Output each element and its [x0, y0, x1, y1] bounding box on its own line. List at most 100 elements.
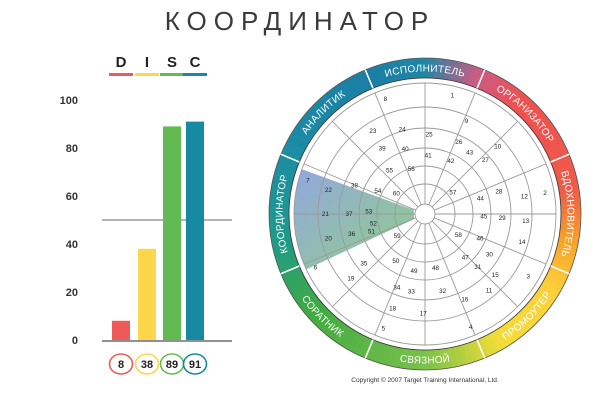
value-label-s: 89 [166, 359, 178, 371]
ring-slice [418, 349, 425, 370]
wheel-number: 22 [325, 187, 333, 194]
ring-slice [429, 349, 436, 370]
ring-slice [376, 343, 388, 364]
ring-slice [457, 62, 469, 84]
ring-slice [540, 131, 561, 147]
ring-slice [466, 341, 479, 363]
ring-slice [366, 67, 380, 88]
highlight-wedge [294, 169, 415, 270]
segment-label: КООРДИНАТОР [274, 174, 290, 255]
ring-slice [276, 255, 298, 268]
ring-slice [278, 259, 299, 273]
ring-slice [295, 121, 316, 138]
ring-slice [365, 339, 379, 361]
ring-slice [269, 222, 290, 231]
ring-slice [501, 84, 518, 105]
ring-slice [439, 58, 448, 80]
wheel-number: 37 [346, 211, 354, 218]
wheel-number: 43 [466, 150, 474, 157]
ring-slice [547, 145, 568, 160]
ring-slice [471, 67, 485, 89]
grid-spoke [428, 223, 476, 336]
ring-slice [504, 321, 522, 341]
wheel-number: 1 [451, 92, 455, 99]
value-badge-i [134, 353, 160, 375]
wheel-number: 56 [408, 166, 416, 173]
ring-slice [424, 349, 431, 370]
wheel-number: 59 [394, 233, 402, 240]
ring-slice [289, 130, 311, 146]
ring-slice [298, 117, 319, 135]
wheel-grid [280, 69, 570, 359]
ring-slice [558, 232, 580, 242]
ring-slice [447, 347, 458, 368]
value-badge-d [108, 353, 134, 375]
wheel-number: 5 [382, 326, 386, 333]
ring-slice [534, 290, 555, 307]
wheel-number: 20 [325, 235, 333, 242]
ring-slice [324, 90, 342, 110]
ring-slice [470, 340, 484, 361]
wheel-number: 26 [455, 139, 463, 146]
wheel-number: 9 [465, 118, 469, 125]
ring-slice [270, 186, 292, 196]
ring-slice [518, 308, 538, 327]
ring-slice [462, 64, 474, 85]
ring-slice [309, 105, 328, 123]
ring-slice [522, 105, 542, 124]
ring-slice [443, 59, 453, 81]
ring-slice [526, 109, 546, 128]
ring-slice [522, 305, 541, 323]
wheel-number: 21 [322, 211, 330, 218]
wheel-number: 53 [365, 208, 373, 215]
ring-divider [364, 339, 374, 359]
ring-slice [504, 87, 522, 108]
ring-slice [376, 63, 389, 85]
wheel-number: 39 [379, 145, 387, 152]
ring-slice [408, 58, 417, 79]
value-label-d: 8 [118, 359, 124, 371]
wheel-number: 57 [449, 189, 457, 196]
copyright-text: Copyright © 2007 Target Training Interna… [351, 376, 499, 384]
disc-header-c: C [190, 54, 201, 71]
wheel-outer-border [268, 57, 582, 371]
ring-slice [525, 301, 545, 319]
wheel-number: 15 [492, 272, 500, 279]
ring-slice [528, 297, 548, 315]
wheel-number: 42 [447, 158, 455, 165]
ring-slice [274, 250, 296, 263]
ring-slice [278, 154, 300, 168]
ring-slice [320, 314, 338, 334]
ring-slice [342, 78, 358, 99]
ring-slice [282, 144, 304, 159]
ring-slice [347, 75, 362, 97]
ring-slice [312, 101, 332, 120]
ring-slice [371, 65, 384, 87]
grid-spoke [431, 121, 518, 208]
value-label-i: 38 [141, 359, 153, 371]
ring-slice [515, 311, 534, 331]
ring-slice [337, 81, 354, 102]
ring-slice [269, 191, 291, 200]
wheel-number: 55 [386, 167, 394, 174]
wheel-number: 7 [306, 178, 310, 185]
ring-slice [537, 126, 558, 143]
segment-label: ИСПОЛНИТЕЛЬ [384, 63, 467, 79]
wheel-number: 17 [420, 311, 428, 318]
ring-slice [271, 236, 292, 247]
ring-slice [381, 344, 393, 366]
ring-slice [492, 329, 508, 350]
ring-slice [560, 208, 581, 215]
page-title: КООРДИНАТОР [164, 6, 436, 36]
ring-slice [554, 165, 576, 178]
ring-slice [328, 87, 346, 107]
wheel-number: 18 [389, 305, 397, 312]
wheel-number: 24 [399, 126, 407, 133]
ring-slice [519, 101, 538, 121]
ring-slice [467, 65, 480, 87]
ring-slice [312, 307, 331, 327]
ring-slice [531, 293, 552, 311]
wheel-number: 13 [522, 218, 530, 225]
wheel-number: 47 [462, 254, 470, 261]
